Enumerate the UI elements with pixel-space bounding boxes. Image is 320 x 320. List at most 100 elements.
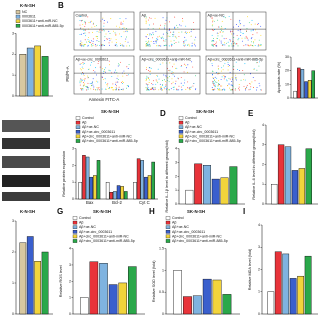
flow-dot xyxy=(222,69,224,71)
flow-dot xyxy=(103,70,105,72)
flow-dot xyxy=(115,81,117,83)
panel-label: H xyxy=(149,207,155,216)
flow-dot xyxy=(159,27,160,29)
y-tick-label: 0 xyxy=(175,202,177,206)
flow-dot xyxy=(145,43,147,45)
flow-dot xyxy=(107,21,108,23)
flow-dot xyxy=(80,40,82,42)
flow-plot-label: Aβ xyxy=(142,13,146,17)
flow-dot xyxy=(243,79,245,81)
flow-dot xyxy=(212,60,214,61)
flow-dot xyxy=(81,88,83,89)
bar xyxy=(136,158,141,200)
bar xyxy=(144,176,148,200)
flow-dot xyxy=(239,23,241,25)
flow-dot xyxy=(164,45,166,46)
legend-swatch xyxy=(72,234,78,239)
flow-dot xyxy=(149,43,151,45)
flow-dot xyxy=(95,45,97,47)
flow-dot xyxy=(256,62,258,64)
flow-dot xyxy=(168,89,170,91)
flow-dot xyxy=(157,75,158,77)
flow-dot xyxy=(230,84,232,86)
legend-swatch xyxy=(75,120,81,125)
flow-dot xyxy=(218,84,220,86)
flow-dot xyxy=(195,88,197,90)
flow-dot xyxy=(115,85,117,87)
flow-dot xyxy=(94,25,96,27)
legend-swatch xyxy=(178,116,184,120)
flow-dot xyxy=(81,42,83,44)
flow-dot xyxy=(162,33,164,35)
flow-dot xyxy=(101,18,103,20)
flow-dot xyxy=(238,89,240,91)
y-tick-label: 1 xyxy=(72,180,74,184)
flow-dot xyxy=(213,89,215,91)
flow-dot xyxy=(172,66,173,68)
flow-dot xyxy=(82,89,84,91)
flow-dot xyxy=(97,62,99,64)
flow-dot xyxy=(82,85,84,87)
flow-dot xyxy=(246,86,248,88)
blot-band xyxy=(2,192,50,201)
flow-dot xyxy=(174,83,176,85)
flow-dot xyxy=(221,44,223,46)
bar xyxy=(211,178,220,205)
flow-dot xyxy=(91,82,93,84)
flow-dot xyxy=(93,22,95,24)
flow-dot xyxy=(117,75,119,77)
flow-plot-label: Aβ+circ_0003611+anti-miR-885-5p xyxy=(208,57,264,61)
flow-dot xyxy=(230,18,232,20)
flow-dot xyxy=(174,35,176,37)
flow-dot xyxy=(188,87,190,89)
flow-dot xyxy=(82,63,84,65)
flow-dot xyxy=(126,75,128,77)
flow-dot xyxy=(81,66,83,68)
flow-dot xyxy=(119,26,121,28)
flow-dot xyxy=(187,32,188,34)
legend-swatch xyxy=(178,120,184,125)
y-tick-label: 2 xyxy=(262,162,264,166)
bar xyxy=(124,191,128,200)
flow-dot xyxy=(217,85,219,87)
flow-dot xyxy=(149,73,151,75)
flow-dot xyxy=(106,85,108,87)
flow-dot xyxy=(90,64,92,66)
flow-dot xyxy=(125,27,127,29)
flow-dot xyxy=(258,39,260,41)
flow-dot xyxy=(215,43,217,45)
flow-dot xyxy=(231,30,233,32)
y-tick-label: 0 xyxy=(69,312,71,316)
flow-dot xyxy=(79,43,81,45)
flow-dot xyxy=(255,29,256,31)
bar xyxy=(267,291,275,315)
flow-dot xyxy=(89,21,91,23)
flow-dot xyxy=(162,17,164,19)
flow-dot xyxy=(213,43,215,45)
flow-dot xyxy=(87,82,89,84)
flow-dot xyxy=(177,78,179,80)
flow-dot xyxy=(115,89,117,91)
flow-dot xyxy=(104,69,105,70)
flow-dot xyxy=(224,42,226,44)
flow-dot xyxy=(190,31,192,33)
flow-dot xyxy=(99,29,101,31)
flow-dot xyxy=(160,45,162,47)
flow-dot xyxy=(117,78,119,80)
legend-label: NC xyxy=(22,10,28,14)
flow-dot xyxy=(148,89,149,91)
flow-dot xyxy=(175,36,177,38)
y-tick-label: 1 xyxy=(262,182,264,186)
flow-dot xyxy=(120,61,121,63)
bar xyxy=(96,160,101,200)
y-tick-label: 2 xyxy=(12,52,14,56)
y-tick-label: 1 xyxy=(69,296,71,300)
flow-dot xyxy=(214,85,216,87)
flow-dot xyxy=(178,36,180,37)
flow-dot xyxy=(111,87,113,89)
y-tick-label: 0 xyxy=(162,312,164,316)
flow-dot xyxy=(190,35,192,37)
flow-dot xyxy=(184,40,186,42)
flow-dot xyxy=(213,84,215,86)
